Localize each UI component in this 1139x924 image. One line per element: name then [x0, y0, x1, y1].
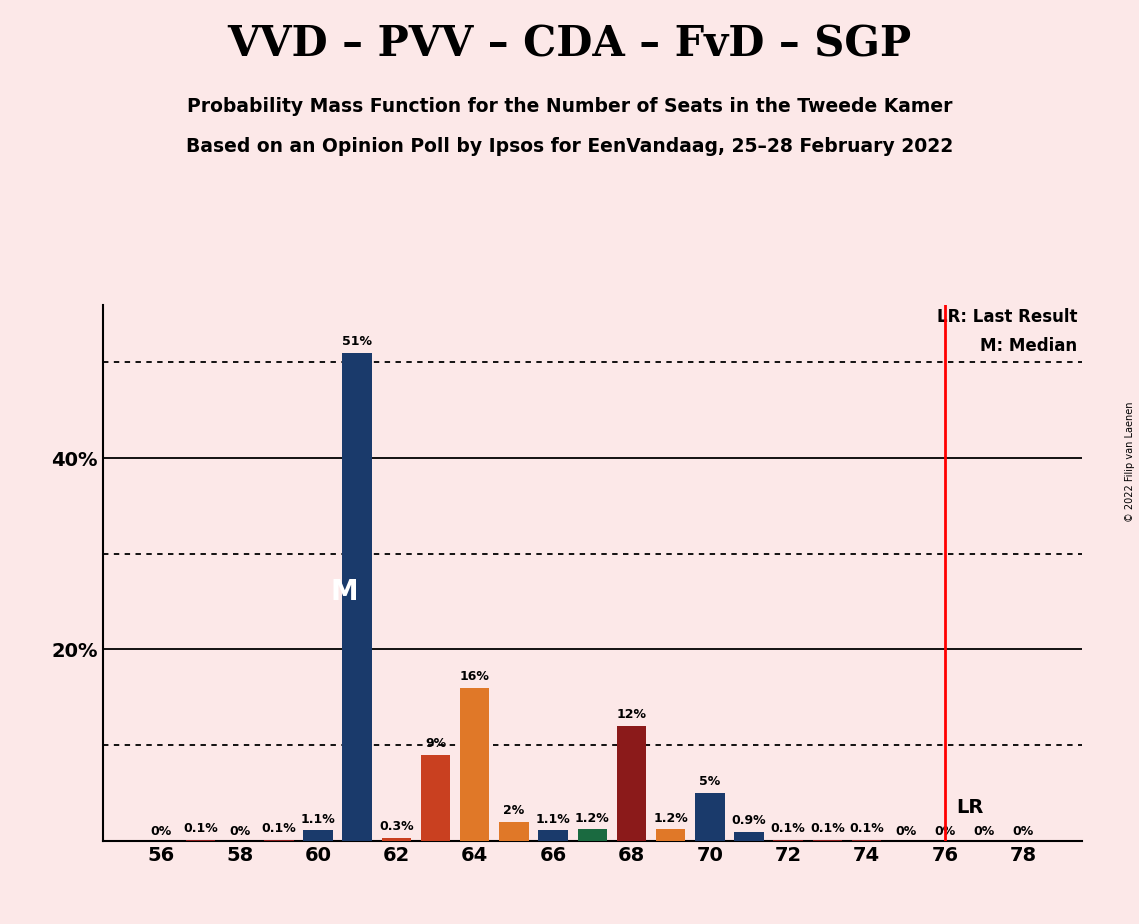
Text: 0%: 0%: [934, 825, 956, 838]
Bar: [421, 755, 450, 841]
Text: 51%: 51%: [342, 335, 372, 348]
Bar: [812, 840, 842, 841]
Text: 0.1%: 0.1%: [262, 822, 296, 835]
Text: LR: Last Result: LR: Last Result: [936, 308, 1077, 325]
Text: 2%: 2%: [503, 804, 525, 817]
Text: 1.2%: 1.2%: [654, 811, 688, 824]
Text: 0.1%: 0.1%: [850, 822, 884, 835]
Text: 0%: 0%: [974, 825, 994, 838]
Bar: [186, 840, 215, 841]
Bar: [499, 821, 528, 841]
Bar: [695, 793, 724, 841]
Bar: [539, 831, 567, 841]
Text: VVD – PVV – CDA – FvD – SGP: VVD – PVV – CDA – FvD – SGP: [228, 23, 911, 65]
Text: 0.1%: 0.1%: [810, 822, 845, 835]
Text: 0.1%: 0.1%: [183, 822, 218, 835]
Bar: [773, 840, 803, 841]
Text: 1.1%: 1.1%: [301, 812, 335, 825]
Text: M: M: [330, 578, 359, 606]
Bar: [303, 831, 333, 841]
Text: © 2022 Filip van Laenen: © 2022 Filip van Laenen: [1125, 402, 1134, 522]
Text: 16%: 16%: [460, 670, 490, 683]
Bar: [577, 830, 607, 841]
Bar: [656, 830, 686, 841]
Bar: [735, 833, 764, 841]
Text: 0%: 0%: [1013, 825, 1034, 838]
Text: 1.1%: 1.1%: [535, 812, 571, 825]
Text: 0%: 0%: [895, 825, 917, 838]
Text: 0.9%: 0.9%: [731, 814, 767, 828]
Text: 0.1%: 0.1%: [771, 822, 805, 835]
Text: 0%: 0%: [150, 825, 172, 838]
Text: Based on an Opinion Poll by Ipsos for EenVandaag, 25–28 February 2022: Based on an Opinion Poll by Ipsos for Ee…: [186, 137, 953, 156]
Text: 0%: 0%: [229, 825, 251, 838]
Text: 5%: 5%: [699, 775, 721, 788]
Text: 9%: 9%: [425, 737, 446, 750]
Text: 0.3%: 0.3%: [379, 821, 413, 833]
Text: M: Median: M: Median: [980, 337, 1077, 355]
Bar: [852, 840, 882, 841]
Text: 12%: 12%: [616, 708, 647, 722]
Text: Probability Mass Function for the Number of Seats in the Tweede Kamer: Probability Mass Function for the Number…: [187, 97, 952, 116]
Text: LR: LR: [957, 797, 984, 817]
Bar: [616, 726, 646, 841]
Bar: [382, 838, 411, 841]
Bar: [264, 840, 294, 841]
Bar: [343, 353, 371, 841]
Bar: [460, 687, 490, 841]
Text: 1.2%: 1.2%: [575, 811, 609, 824]
